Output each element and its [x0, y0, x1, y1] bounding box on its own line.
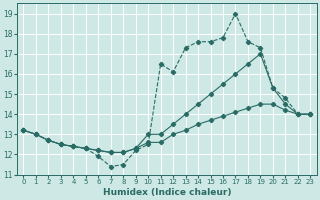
X-axis label: Humidex (Indice chaleur): Humidex (Indice chaleur) [103, 188, 231, 197]
